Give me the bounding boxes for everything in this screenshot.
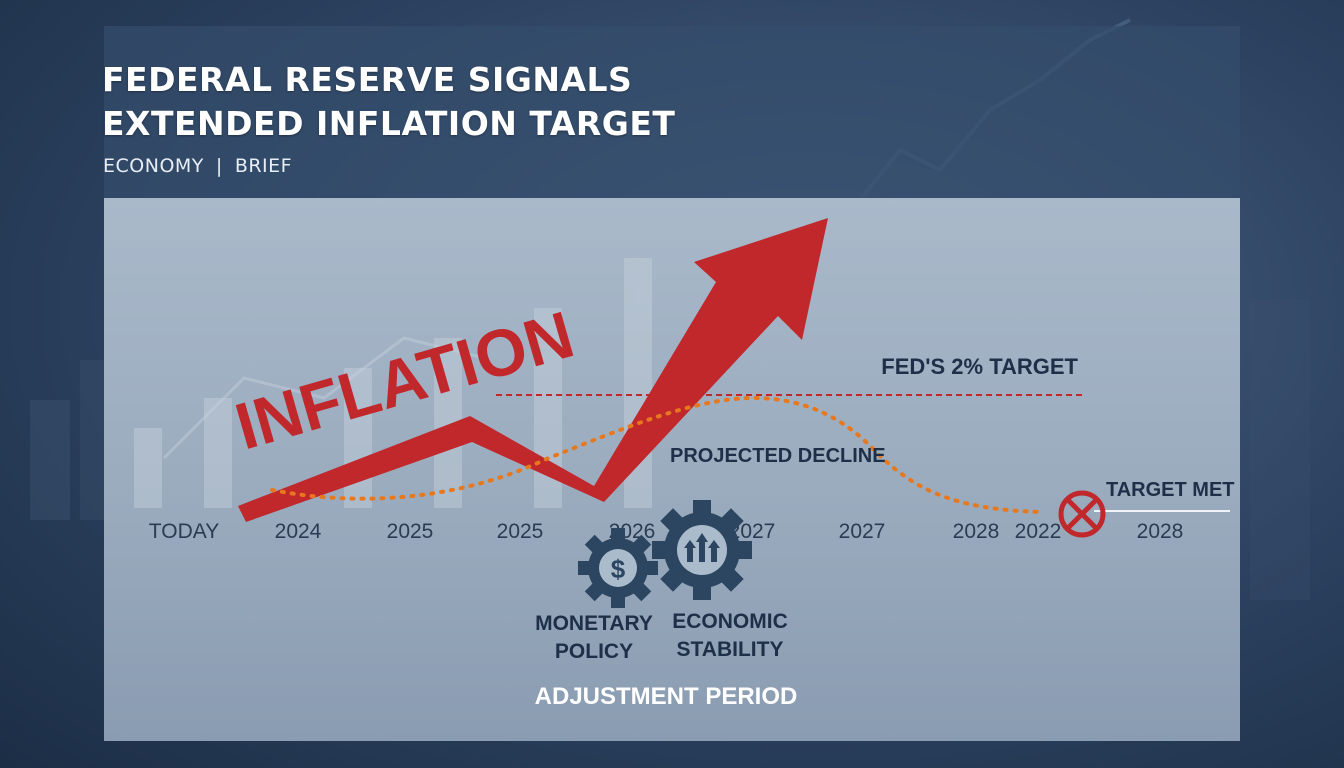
- byline: ECONOMY | BRIEF: [103, 155, 292, 177]
- timeline-label: 2024: [275, 520, 322, 543]
- monetary-policy-gear-icon: [578, 528, 658, 608]
- target-met-label: TARGET MET: [1106, 479, 1235, 501]
- timeline-label: 2027: [839, 520, 886, 543]
- timeline-label: 2022: [1015, 520, 1062, 543]
- target-cross-icon: [1058, 490, 1106, 538]
- monetary-policy-label-line-2: POLICY: [555, 640, 633, 663]
- monetary-policy-label-line-1: MONETARY: [535, 612, 653, 635]
- headline: FEDERAL RESERVE SIGNALS EXTENDED INFLATI…: [102, 58, 675, 146]
- timeline-label: TODAY: [149, 520, 219, 543]
- headline-line-2: EXTENDED INFLATION TARGET: [102, 104, 676, 143]
- projected-decline-label: PROJECTED DECLINE: [670, 445, 886, 467]
- timeline-label: 2027: [729, 520, 776, 543]
- adjustment-period-label: ADJUSTMENT PERIOD: [535, 683, 798, 710]
- timeline-label: 2028: [953, 520, 1000, 543]
- fed-target-label: FED'S 2% TARGET: [881, 354, 1078, 379]
- projected-decline-curve: [270, 395, 1046, 514]
- byline-section: ECONOMY: [103, 155, 204, 177]
- headline-line-1: FEDERAL RESERVE SIGNALS: [102, 60, 633, 99]
- timeline-label: 2025: [387, 520, 434, 543]
- inflation-infographic: FED'S 2% TARGET INFLATION PROJECTED DECL…: [149, 218, 1235, 710]
- byline-separator: |: [215, 155, 223, 177]
- timeline-label: 2028: [1137, 520, 1184, 543]
- growth-arrows-icon: [684, 533, 720, 562]
- economic-stability-label-line-1: ECONOMIC: [672, 610, 788, 633]
- header-banner: [104, 26, 1240, 198]
- economic-stability-label-line-2: STABILITY: [677, 638, 784, 661]
- inflation-arrow: [238, 218, 828, 522]
- economic-stability-gear-icon: [652, 500, 752, 600]
- infographic-panel: [104, 198, 1240, 741]
- byline-type: BRIEF: [234, 155, 293, 177]
- dollar-symbol: $: [611, 554, 626, 584]
- timeline-label: 2025: [497, 520, 544, 543]
- inflation-label: INFLATION: [227, 297, 581, 464]
